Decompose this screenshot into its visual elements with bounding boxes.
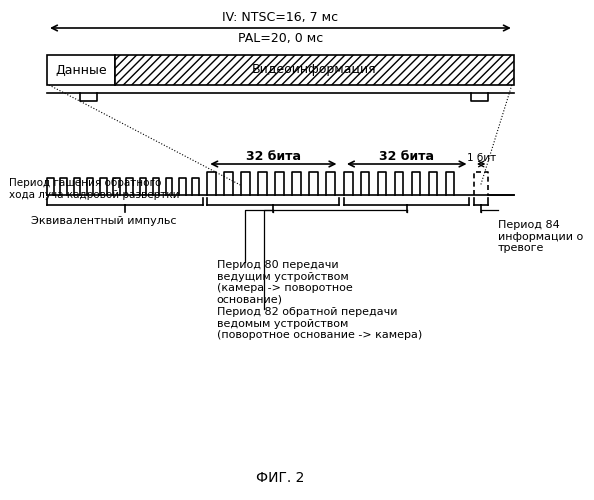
Bar: [47, 55, 115, 85]
Text: Видеоинформация: Видеоинформация: [252, 64, 377, 76]
Text: Период 80 передачи
ведущим устройством
(камера -> поворотное
основание): Период 80 передачи ведущим устройством (…: [217, 260, 353, 305]
Text: 32 бита: 32 бита: [246, 150, 301, 163]
Text: Данные: Данные: [55, 64, 107, 76]
Text: Период 84
информации о
тревоге: Период 84 информации о тревоге: [498, 220, 583, 253]
Bar: [115, 55, 514, 85]
Text: Период гашения обратного
хода луча кадровой развертки: Период гашения обратного хода луча кадро…: [10, 178, 180, 200]
Text: ФИГ. 2: ФИГ. 2: [256, 471, 304, 485]
Text: Период 82 обратной передачи
ведомым устройством
(поворотное основание -> камера): Период 82 обратной передачи ведомым устр…: [217, 307, 422, 340]
Text: PAL=20, 0 мс: PAL=20, 0 мс: [238, 32, 323, 45]
Text: Эквивалентный импульс: Эквивалентный импульс: [31, 216, 176, 226]
Text: 32 бита: 32 бита: [379, 150, 434, 163]
Text: IV: NTSC=16, 7 мс: IV: NTSC=16, 7 мс: [222, 11, 339, 24]
Text: 1 бит: 1 бит: [467, 153, 496, 163]
